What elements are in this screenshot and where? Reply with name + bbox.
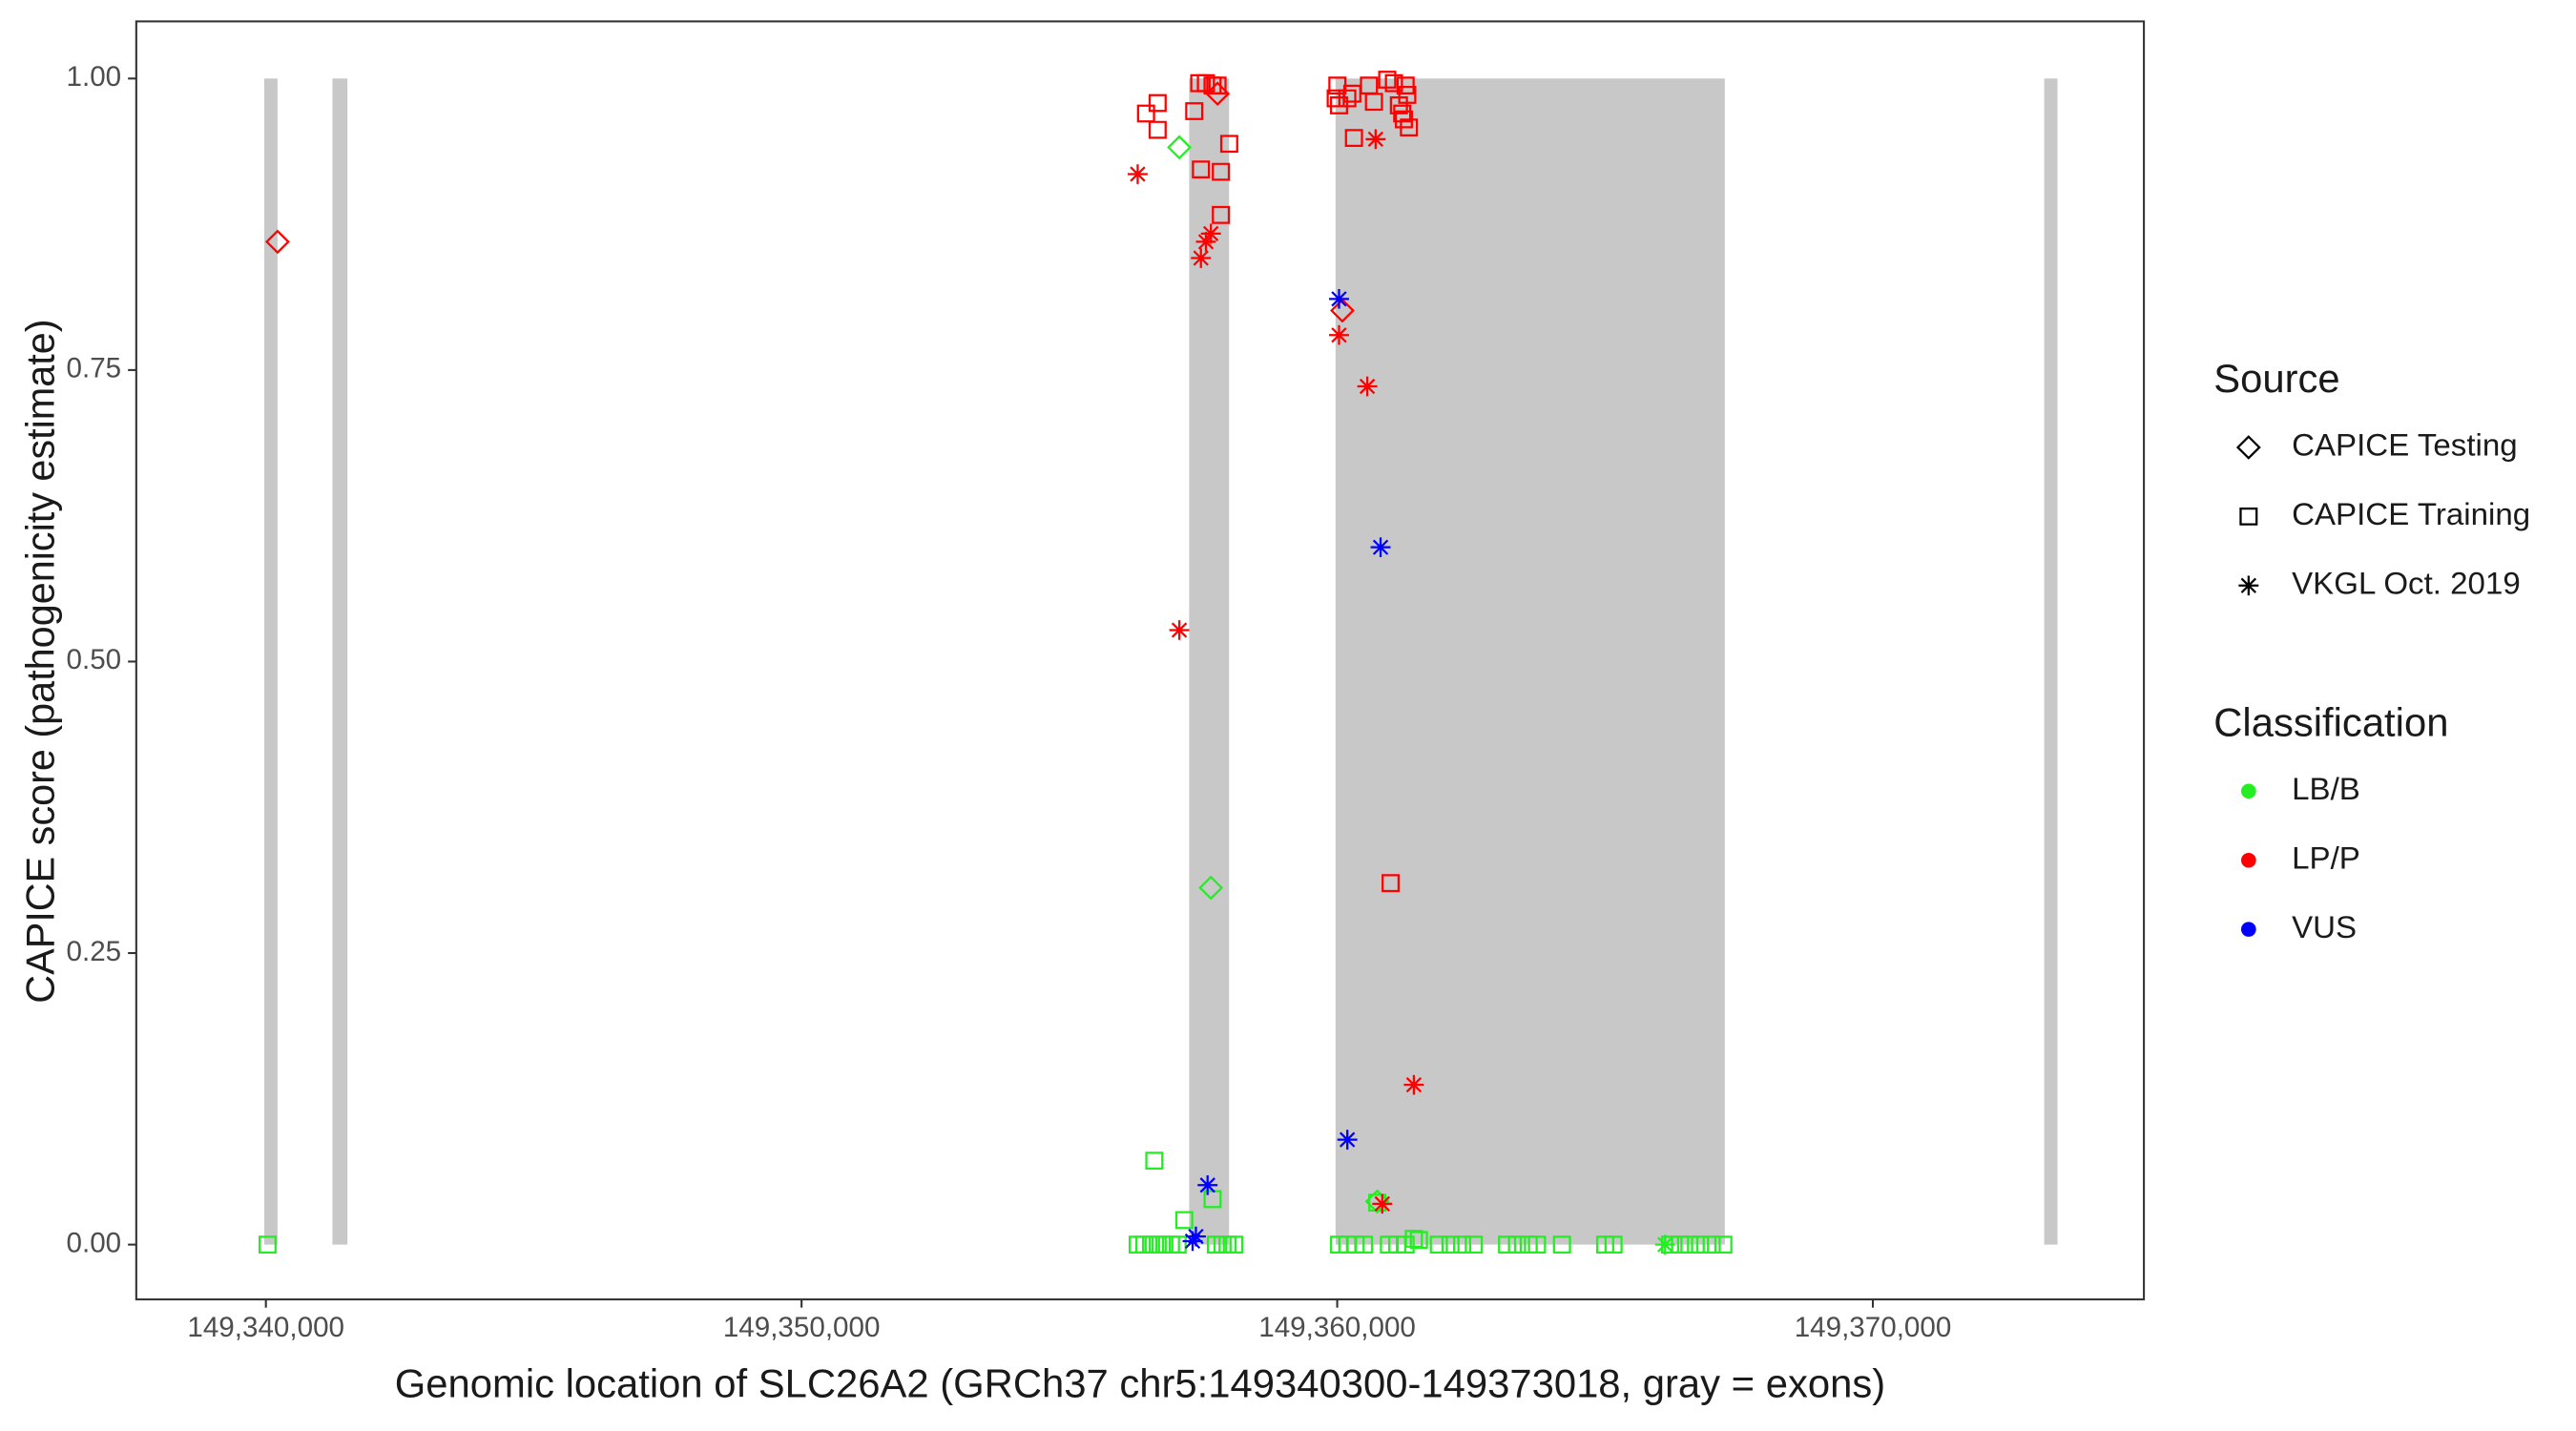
point: [1404, 1230, 1423, 1248]
point: [1365, 129, 1386, 150]
point: [1195, 232, 1216, 252]
legend-label: VKGL Oct. 2019: [2292, 566, 2521, 601]
x-axis-title: Genomic location of SLC26A2 (GRCh37 chr5…: [395, 1361, 1885, 1406]
point: [1355, 1235, 1374, 1255]
point: [1208, 76, 1227, 95]
point: [1381, 874, 1401, 893]
point: [1465, 1235, 1484, 1255]
legend-key: [2241, 922, 2256, 937]
y-tick-label: 1.00: [67, 61, 122, 93]
exon: [1335, 78, 1725, 1245]
legend-label: VUS: [2292, 909, 2357, 944]
point: [1372, 1193, 1393, 1214]
point: [1389, 96, 1408, 114]
y-axis-title: CAPICE score (pathogenicity estimate): [17, 319, 62, 1003]
point: [1169, 620, 1190, 640]
point: [1148, 93, 1167, 113]
y-tick-label: 0.75: [67, 353, 122, 384]
point: [1182, 1231, 1203, 1252]
legend-title: Source: [2213, 356, 2339, 401]
legend-key: [2238, 575, 2259, 596]
point: [1396, 1235, 1415, 1255]
legend-key: [2241, 783, 2256, 799]
point: [1409, 1231, 1428, 1250]
point: [1654, 1234, 1675, 1255]
legend-label: LB/B: [2292, 771, 2360, 806]
point: [1394, 110, 1413, 129]
point: [1212, 205, 1231, 224]
point: [1329, 96, 1348, 114]
point: [1400, 118, 1419, 137]
point: [1192, 160, 1211, 179]
point: [264, 229, 290, 255]
point: [1168, 1235, 1187, 1255]
point: [1174, 1211, 1194, 1230]
point: [1396, 76, 1415, 95]
point: [1337, 1130, 1358, 1150]
legend-title: Classification: [2213, 699, 2448, 744]
legend-label: CAPICE Training: [2292, 496, 2530, 531]
y-tick-label: 0.50: [67, 644, 122, 675]
y-tick-label: 0.00: [67, 1227, 122, 1258]
point: [1368, 1193, 1387, 1213]
x-tick-label: 149,370,000: [1795, 1312, 1952, 1343]
point: [1329, 288, 1349, 309]
point: [1197, 1174, 1218, 1195]
point: [1714, 1235, 1733, 1255]
legend-label: LP/P: [2292, 840, 2360, 876]
point: [1378, 71, 1397, 89]
point: [1384, 73, 1403, 93]
point: [1212, 162, 1231, 181]
x-tick-label: 149,360,000: [1258, 1312, 1416, 1343]
point: [1393, 104, 1412, 123]
point: [1127, 164, 1148, 184]
point: [1370, 537, 1391, 558]
point: [1552, 1235, 1571, 1255]
point: [1219, 135, 1238, 154]
exon: [1189, 78, 1230, 1245]
legend-key: [2241, 852, 2256, 868]
point: [1329, 324, 1349, 345]
point: [1330, 298, 1355, 323]
point: [1225, 1235, 1244, 1255]
point: [1196, 73, 1215, 93]
y-tick-label: 0.25: [67, 936, 122, 967]
exon: [332, 78, 348, 1245]
point: [1167, 135, 1192, 160]
point: [1191, 248, 1212, 268]
point: [1338, 89, 1357, 108]
point: [1198, 875, 1224, 901]
exon: [263, 78, 278, 1245]
point: [1604, 1235, 1623, 1255]
point: [1364, 93, 1383, 112]
point: [258, 1235, 277, 1255]
x-tick-label: 149,350,000: [723, 1312, 881, 1343]
point: [1342, 84, 1361, 103]
point: [1527, 1235, 1547, 1255]
point: [1148, 120, 1167, 139]
point: [1185, 102, 1204, 120]
x-tick-label: 149,340,000: [187, 1312, 344, 1343]
legend-key: [2235, 435, 2261, 460]
point: [1403, 1074, 1424, 1095]
plot-border: [135, 20, 2146, 1301]
legend-label: CAPICE Testing: [2292, 427, 2518, 463]
point: [1200, 223, 1221, 244]
legend-key: [2239, 507, 2258, 526]
point: [1344, 129, 1363, 148]
exon: [2044, 78, 2058, 1245]
point: [1357, 376, 1378, 397]
point: [1145, 1151, 1164, 1171]
